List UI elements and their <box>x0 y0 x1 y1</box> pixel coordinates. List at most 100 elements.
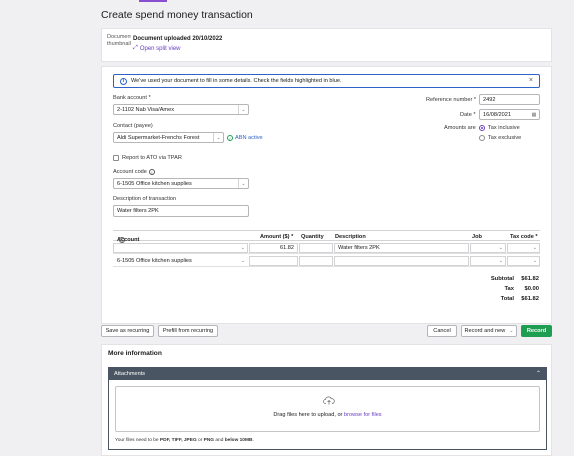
date-label: Date * <box>460 112 476 118</box>
contact-label: Contact (payee) <box>113 123 153 129</box>
open-split-view-link[interactable]: ⤢ Open split view <box>133 45 181 52</box>
chevron-down-icon: ⌄ <box>498 258 503 264</box>
tax-inclusive-radio[interactable] <box>479 125 485 131</box>
chevron-down-icon: ⌄ <box>498 245 503 251</box>
abn-status: ✓ ABN active <box>227 135 263 141</box>
document-title: Document uploaded 20/10/2022 <box>133 36 223 42</box>
reference-number-input[interactable]: 2492 <box>479 94 540 105</box>
line-items-header: Account * i Amount ($) * Quantity Descri… <box>113 230 540 249</box>
bank-account-select[interactable]: 2-1102 Nab Visa/Amex ⌄ <box>113 104 249 115</box>
chevron-down-icon: ⌄ <box>240 245 245 251</box>
account-cell[interactable]: 6-1505 Office kitchen supplies ⌄ <box>113 256 248 266</box>
description-label: Description of transaction <box>113 196 177 202</box>
amount-cell[interactable] <box>249 256 298 266</box>
attachments-panel: Drag files here to upload, or browse for… <box>108 380 547 450</box>
contact-value: Aldi Supermarket-Frenchs Forest <box>117 134 200 141</box>
contact-select[interactable]: Aldi Supermarket-Frenchs Forest ⌄ <box>113 132 224 143</box>
more-information-card: More information Attachments ⌃ Drag file… <box>101 344 552 456</box>
info-icon[interactable]: i <box>148 169 155 175</box>
attachments-header[interactable]: Attachments ⌃ <box>108 367 547 380</box>
tax-exclusive-radio[interactable] <box>479 135 485 141</box>
description-value: Water filters 2PK <box>117 208 159 214</box>
col-tax-code: Tax code * <box>510 234 538 240</box>
info-icon[interactable]: i <box>119 237 125 243</box>
total-label: Total <box>500 296 514 302</box>
record-and-new-label: Record and new <box>464 328 506 334</box>
note-or: or <box>196 438 204 443</box>
chevron-down-icon: ⌄ <box>238 105 248 114</box>
cloud-upload-icon <box>323 396 335 405</box>
document-thumbnail[interactable]: Document thumbnail <box>107 34 131 47</box>
reference-number-label: Reference number * <box>426 97 477 103</box>
quantity-cell[interactable] <box>299 256 333 266</box>
account-code-label-wrap: Account code i <box>113 169 155 175</box>
job-cell[interactable]: ⌄ <box>470 243 506 253</box>
chevron-down-icon: ⌄ <box>238 179 248 188</box>
note-formats: PDF, TIFF, JPEG <box>159 438 197 443</box>
note-prefix: Your files need to be <box>115 438 160 443</box>
check-circle-icon: ✓ <box>227 135 233 141</box>
transaction-form-card: i We've used your document to fill in so… <box>101 66 552 324</box>
col-description: Description <box>335 234 366 240</box>
close-icon[interactable]: × <box>528 77 533 84</box>
file-dropzone[interactable]: Drag files here to upload, or browse for… <box>115 386 540 432</box>
info-banner: i We've used your document to fill in so… <box>113 74 540 88</box>
account-code-value: 6-1505 Office kitchen supplies <box>117 180 192 187</box>
note-end: . <box>252 438 254 443</box>
tax-code-cell[interactable]: ⌄ <box>507 256 540 266</box>
amount-cell[interactable]: 61.82 <box>249 243 298 253</box>
col-amount: Amount ($) * <box>260 234 294 240</box>
account-cell-value: 6-1505 Office kitchen supplies <box>117 258 192 264</box>
chevron-down-icon: ⌄ <box>509 328 514 334</box>
account-code-label: Account code <box>113 169 147 175</box>
chevron-down-icon: ⌄ <box>532 258 537 264</box>
table-row: ⌄ 61.82 Water filters 2PK ⌄ ⌄ <box>113 242 540 254</box>
quantity-cell[interactable] <box>299 243 333 253</box>
tax-row: Tax $0.00 <box>504 286 539 292</box>
subtotal-value: $61.82 <box>521 276 539 282</box>
note-size: below 10MB <box>224 438 253 443</box>
job-cell[interactable]: ⌄ <box>470 256 506 266</box>
report-ato-label: Report to ATO via TPAR <box>122 155 182 161</box>
tax-code-cell[interactable]: ⌄ <box>507 243 540 253</box>
more-information-title: More information <box>108 350 162 357</box>
banner-text: We've used your document to fill in some… <box>131 78 342 84</box>
chevron-down-icon: ⌄ <box>532 245 537 251</box>
drag-text: Drag files here to upload, or <box>273 412 344 418</box>
description-cell[interactable] <box>334 256 469 266</box>
chevron-up-icon: ⌃ <box>535 371 541 377</box>
record-and-new-button[interactable]: Record and new ⌄ <box>461 325 517 337</box>
open-split-view-label: Open split view <box>139 45 181 52</box>
account-code-select[interactable]: 6-1505 Office kitchen supplies ⌄ <box>113 178 249 189</box>
tax-inclusive-label: Tax inclusive <box>488 125 520 131</box>
calendar-icon[interactable]: ▦ <box>531 111 537 118</box>
amounts-are-label: Amounts are <box>444 125 476 131</box>
nav-active-indicator <box>139 0 167 2</box>
report-ato-checkbox[interactable] <box>113 155 119 161</box>
attachments-title: Attachments <box>114 370 146 377</box>
reference-number-value: 2492 <box>483 96 496 103</box>
date-value: 16/08/2021 <box>483 111 511 118</box>
total-value: $61.82 <box>521 296 539 302</box>
browse-files-link[interactable]: browse for files <box>343 412 382 418</box>
tax-exclusive-label: Tax exclusive <box>488 135 522 141</box>
document-card: Document thumbnail Document uploaded 20/… <box>101 28 552 62</box>
dropzone-text: Drag files here to upload, or browse for… <box>116 412 539 418</box>
cancel-button[interactable]: Cancel <box>427 325 457 337</box>
attachment-requirements: Your files need to be PDF, TIFF, JPEG or… <box>115 438 254 443</box>
prefill-from-recurring-button[interactable]: Prefill from recurring <box>158 325 218 337</box>
record-button[interactable]: Record <box>521 325 552 337</box>
col-job: Job <box>472 234 482 240</box>
description-cell[interactable]: Water filters 2PK <box>334 243 469 253</box>
date-input[interactable]: 16/08/2021 ▦ <box>479 109 540 120</box>
subtotal-label: Subtotal <box>490 276 514 282</box>
action-bar: Save as recurring Prefill from recurring… <box>101 324 552 340</box>
page-title: Create spend money transaction <box>101 9 253 21</box>
note-png: PNG <box>203 438 215 443</box>
subtotal-row: Subtotal $61.82 <box>491 276 539 282</box>
save-as-recurring-button[interactable]: Save as recurring <box>101 325 154 337</box>
bank-account-label: Bank account * <box>113 95 151 101</box>
account-cell[interactable]: ⌄ <box>113 243 248 253</box>
description-textarea[interactable]: Water filters 2PK <box>113 205 249 217</box>
table-row: 6-1505 Office kitchen supplies ⌄ ⌄ ⌄ <box>113 255 540 267</box>
